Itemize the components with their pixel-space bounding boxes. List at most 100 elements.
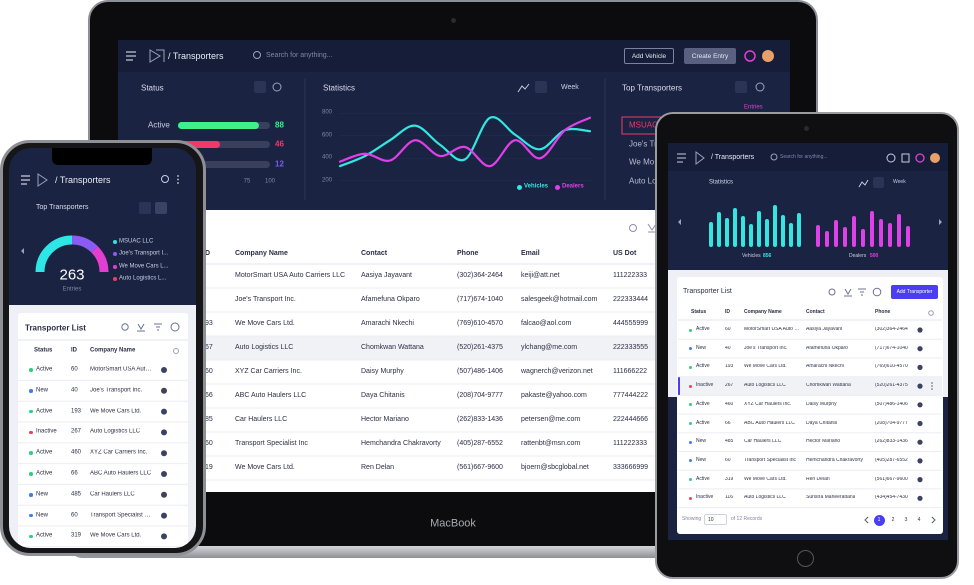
- search-icon: [629, 224, 637, 232]
- search-icon: [121, 323, 129, 331]
- table-cell: Hector Mariano: [806, 439, 841, 445]
- status-text: Inactive: [696, 494, 714, 501]
- table-cell: 85: [205, 415, 213, 423]
- nav-title: / Transporters: [55, 174, 111, 185]
- column-header: D: [205, 249, 211, 257]
- status-text: New: [696, 438, 707, 445]
- button[interactable]: Add Vehicle: [624, 48, 674, 64]
- notch: [52, 148, 152, 165]
- transporter-item: Auto Lo: [629, 176, 657, 186]
- table-cell: (561)667-9600: [457, 463, 503, 471]
- status-dot: [689, 347, 692, 351]
- action-icon: [917, 383, 923, 389]
- page-size-select[interactable]: 10: [704, 514, 727, 525]
- add-button[interactable]: Add Transporter: [891, 285, 938, 299]
- panel-title: Top Transporters: [36, 203, 89, 211]
- page-button[interactable]: 2: [891, 517, 895, 523]
- table-cell: (405)287-6552: [875, 458, 908, 464]
- status-dot: [29, 409, 33, 414]
- button[interactable]: Create Entry: [684, 48, 736, 64]
- list-icon: [139, 202, 151, 214]
- table-cell: 67: [205, 343, 213, 351]
- table-cell: XYZ Car Carriers Inc.: [235, 367, 302, 375]
- table-cell: (717)674-1040: [457, 295, 503, 303]
- action-icon: [917, 495, 923, 501]
- table-cell: 66: [725, 420, 731, 426]
- table-cell: Ren Delan: [806, 476, 830, 482]
- status-value: 88: [275, 120, 284, 130]
- download-icon: [137, 323, 145, 332]
- list-icon: [735, 81, 747, 93]
- page-button[interactable]: 4: [917, 517, 921, 523]
- page-button[interactable]: 3: [904, 517, 908, 523]
- table-cell: (769)610-4570: [457, 319, 503, 327]
- action-icon: [161, 471, 167, 477]
- records-label: of 12 Records: [731, 516, 763, 523]
- page-arrows: [864, 516, 936, 524]
- action-icon: [917, 420, 923, 427]
- search-icon: [770, 153, 778, 161]
- table-cell: We Move Cars Ltd.: [744, 476, 787, 482]
- tablet-screen: / Transporters Search for anything... Stat…: [668, 143, 948, 540]
- status-dot: [689, 459, 692, 463]
- table-cell: 193: [725, 364, 734, 370]
- table-cell: Chomkwan Wattana: [806, 383, 851, 389]
- status-bar: [178, 140, 221, 148]
- table-cell: Car Haulers LLC: [235, 415, 288, 423]
- status-dot: [689, 403, 692, 407]
- logo: [695, 151, 705, 165]
- legend-label: Vehicles: [524, 183, 549, 190]
- settings-icon: [173, 348, 179, 354]
- row-highlight: [678, 377, 942, 395]
- legend-label: We Move Cars L...: [119, 263, 169, 270]
- legend-label: Vehicles: [742, 253, 761, 260]
- dealer-bars-decor: [816, 211, 910, 247]
- status-dot: [29, 534, 33, 539]
- table-cell: (302)364-2464: [875, 327, 908, 333]
- table-cell: 40: [725, 345, 731, 351]
- status-dot: [689, 422, 692, 425]
- company-cell: XYZ Car Carriers Inc.: [90, 449, 148, 456]
- table-cell: Auto Logistics LLC: [235, 343, 294, 351]
- status-text: Active: [696, 363, 710, 370]
- refresh-icon: [755, 82, 765, 92]
- notif-icon: [744, 50, 756, 62]
- scale-label: 100: [264, 178, 276, 185]
- table-cell: falcao@aol.com: [521, 319, 572, 327]
- search-placeholder: Search for anything...: [266, 51, 333, 59]
- transporter-item: Joe's Tr: [629, 139, 657, 149]
- table-cell: MotorSmart USA Auto Carriers LLC: [744, 327, 802, 333]
- panel-title: Status: [141, 83, 164, 93]
- table-cell: Transport Specialist Inc: [744, 458, 797, 464]
- table-cell: wagnerch@verizon.net: [521, 367, 593, 375]
- status-bar: [178, 121, 259, 129]
- help-icon: [872, 287, 882, 297]
- table-cell: Chomkwan Wattana: [361, 343, 424, 351]
- table-cell: Sunstra Maneerattana: [806, 495, 856, 501]
- action-icon: [917, 458, 923, 464]
- vehicle-bars-decor: [709, 205, 801, 247]
- y-tick-label: 200: [322, 177, 333, 184]
- period-select: Week: [893, 179, 906, 186]
- table-cell: ABC Auto Haulers LLC: [744, 420, 795, 426]
- status-dot: [29, 389, 33, 393]
- search-icon: [253, 51, 261, 59]
- legend-dot: [113, 252, 117, 257]
- action-icon: [917, 402, 923, 408]
- action-icon: [161, 512, 167, 519]
- table-cell: Hector Mariano: [361, 415, 409, 423]
- download-icon: [647, 223, 657, 233]
- page-button[interactable]: 1: [873, 514, 885, 526]
- status-dot: [689, 328, 692, 332]
- panel-title: Top Transporters: [622, 83, 683, 93]
- period-select: Week: [561, 83, 579, 91]
- id-cell: 60: [71, 366, 78, 373]
- gauge-total: 263: [59, 266, 85, 284]
- table-cell: Daya Chitanis: [806, 420, 838, 426]
- table-cell: Joe's Transport Inc.: [235, 295, 296, 303]
- column-header: Company Name: [90, 347, 136, 354]
- column-header: Contact: [361, 249, 388, 257]
- refresh-icon: [272, 82, 282, 92]
- company-cell: Auto Logistics LLC: [90, 428, 141, 435]
- status-dot: [29, 368, 33, 372]
